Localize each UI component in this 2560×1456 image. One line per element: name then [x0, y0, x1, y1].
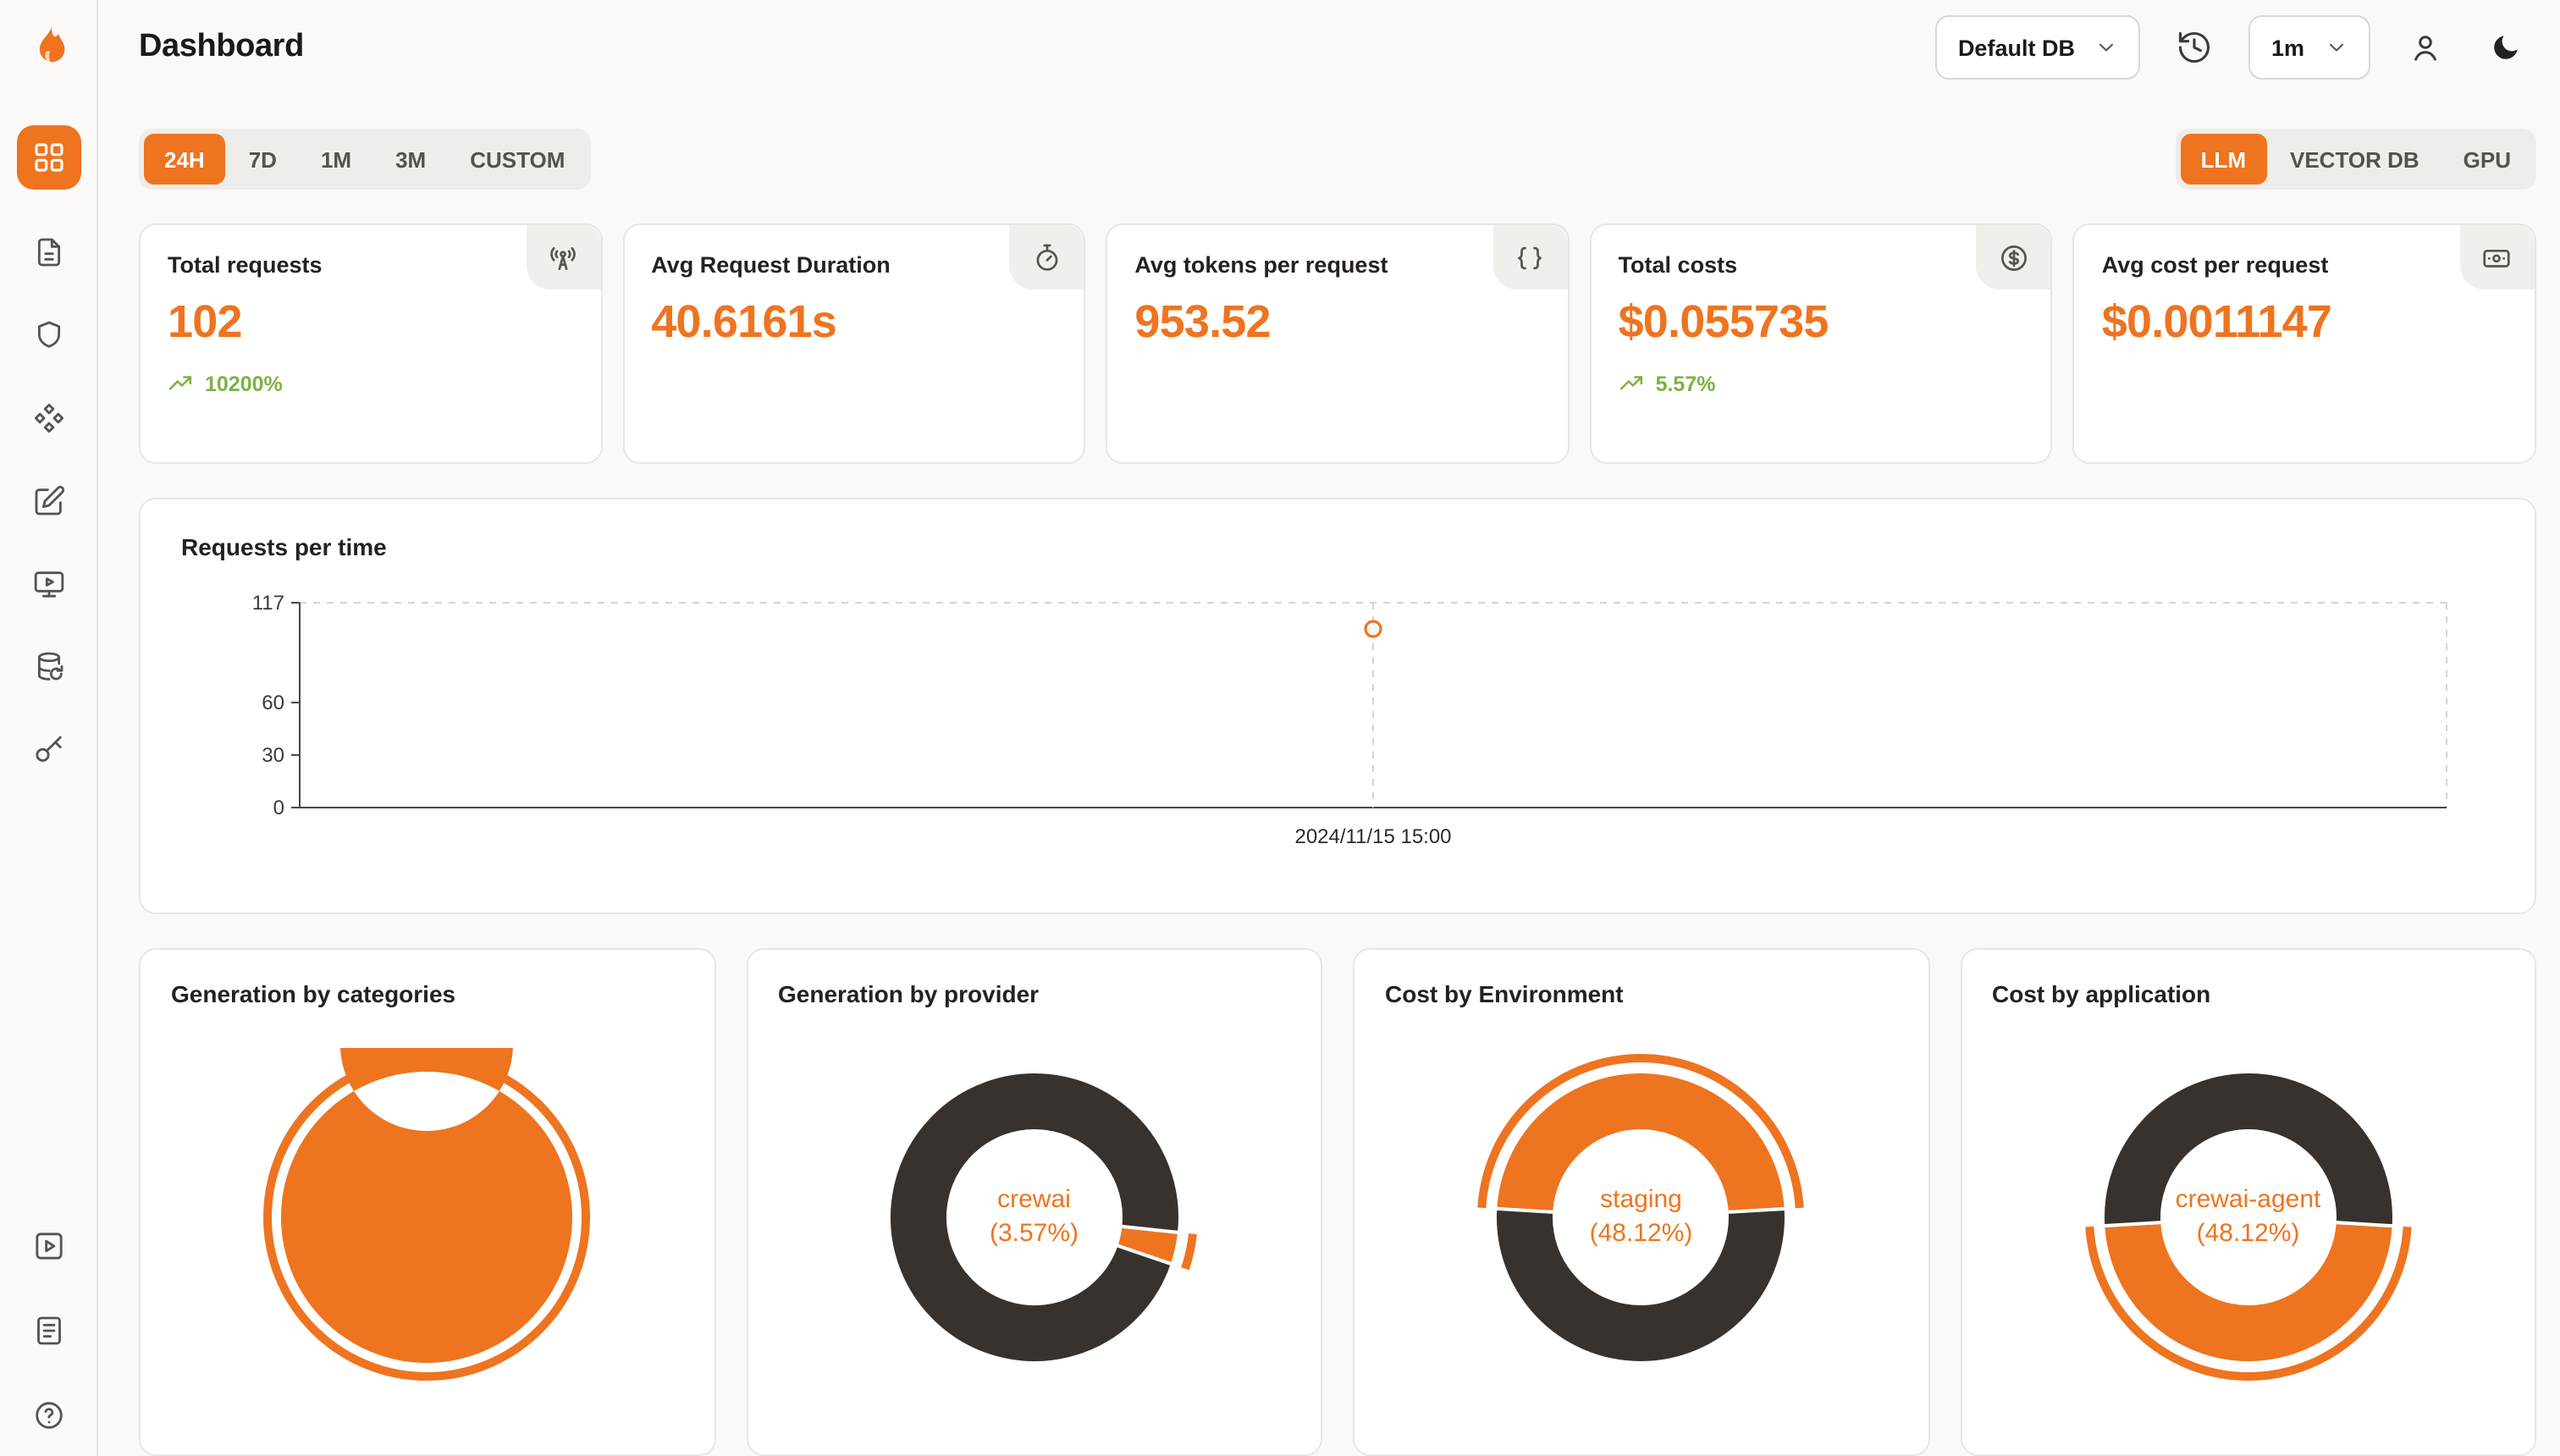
edit-square-icon [34, 485, 64, 516]
help-icon [35, 1402, 62, 1429]
chart-title: Requests per time [181, 533, 387, 560]
chevron-down-icon [2099, 43, 2114, 52]
trending-up-icon [1619, 376, 1642, 390]
stat-label: Total requests [168, 252, 323, 278]
dashboard-grid-icon [34, 143, 63, 172]
donut-card-cost-by-environment: Cost by Environment staging (48.12%) [1353, 948, 1929, 1456]
stat-cards-row: Total requests 102 10200% [139, 223, 2536, 464]
tab-3m[interactable]: 3M [375, 134, 446, 185]
sidebar-item-integrations[interactable] [28, 398, 69, 438]
stat-card-total-requests: Total requests 102 10200% [139, 223, 603, 464]
scope-tabs: LLM VECTOR DB GPU [2175, 129, 2536, 190]
moon-icon [2494, 36, 2518, 59]
page-title: Dashboard [139, 29, 304, 64]
flame-logo-icon [38, 24, 64, 63]
history-icon [2179, 31, 2210, 63]
stat-value: 953.52 [1134, 296, 1271, 347]
refresh-history-button[interactable] [2168, 20, 2222, 74]
sidebar-nav-top [16, 125, 80, 770]
database-icon [36, 652, 63, 681]
sidebar-item-playground[interactable] [28, 564, 69, 604]
stat-value: 102 [168, 296, 243, 347]
svg-text:2024/11/15 15:00: 2024/11/15 15:00 [1294, 825, 1451, 848]
chart-title: Generation by categories [171, 980, 456, 1007]
sidebar-item-requests[interactable] [28, 232, 69, 273]
svg-text:60: 60 [262, 692, 284, 714]
top-bar: Dashboard Default DB 1m [98, 0, 2560, 95]
play-square-icon [35, 1233, 62, 1260]
donut-card-cost-by-application: Cost by application crewai-agent (48.12%… [1960, 948, 2536, 1456]
donut-card-generation-by-provider: Generation by provider crewai (3.57%) [746, 948, 1322, 1456]
provider-donut-chart[interactable] [865, 1048, 1204, 1387]
sidebar-item-databases[interactable] [28, 647, 69, 687]
donut-card-generation-by-categories: Generation by categories chat (100.00%) [139, 948, 715, 1456]
stat-value: $0.055735 [1618, 296, 1829, 347]
banknote-icon [2484, 248, 2511, 267]
stat-label: Total costs [1618, 252, 1738, 278]
theme-toggle-button[interactable] [2479, 20, 2533, 74]
svg-text:30: 30 [262, 744, 284, 767]
application-donut-chart[interactable] [2079, 1048, 2418, 1387]
stat-label: Avg tokens per request [1134, 252, 1388, 278]
interval-select[interactable]: 1m [2248, 15, 2370, 80]
dashboard-content: 24H 7D 1M 3M CUSTOM LLM VECTOR DB GPU [98, 95, 2560, 1456]
tab-gpu[interactable]: GPU [2443, 134, 2531, 185]
tab-vector-db[interactable]: VECTOR DB [2270, 134, 2440, 185]
file-text-icon [36, 238, 60, 267]
stat-label: Avg Request Duration [651, 252, 891, 278]
chart-title: Generation by provider [778, 980, 1040, 1007]
stat-card-avg-tokens-per-request: Avg tokens per request 953.52 [1106, 223, 1570, 464]
shield-icon [36, 321, 60, 348]
database-select-value: Default DB [1957, 35, 2075, 60]
time-range-tabs: 24H 7D 1M 3M CUSTOM [139, 129, 591, 190]
stat-label: Avg cost per request [2101, 252, 2329, 278]
sidebar-item-prompts[interactable] [28, 481, 69, 521]
environment-donut-chart[interactable] [1472, 1048, 1811, 1387]
stat-card-total-costs: Total costs $0.055735 5.57% [1589, 223, 2053, 464]
tab-24h[interactable]: 24H [144, 134, 225, 185]
stat-delta: 10200% [168, 371, 573, 396]
requests-line-chart[interactable]: 0 30 60 117 2024/11/15 15:00 [181, 571, 2497, 855]
chart-title: Cost by Environment [1385, 980, 1624, 1007]
sidebar-item-video[interactable] [28, 1226, 69, 1266]
chevron-down-icon [2330, 43, 2343, 52]
key-icon [35, 736, 61, 762]
sidebar-nav-bottom [28, 1226, 69, 1456]
braces-icon [1518, 245, 1542, 269]
trending-up-icon [168, 376, 192, 390]
chart-title: Cost by application [1992, 980, 2211, 1007]
monitor-play-icon [33, 571, 63, 598]
radio-tower-icon [550, 245, 577, 270]
tab-llm[interactable]: LLM [2180, 134, 2266, 185]
circle-dollar-icon [2000, 245, 2027, 270]
sidebar [0, 0, 98, 1456]
docs-icon [36, 1316, 60, 1345]
database-select[interactable]: Default DB [1935, 15, 2141, 80]
user-icon [2414, 35, 2436, 60]
stat-value: $0.0011147 [2101, 296, 2332, 347]
categories-donut-chart[interactable] [258, 1048, 597, 1387]
flame-logo[interactable] [0, 0, 97, 95]
stat-card-avg-request-duration: Avg Request Duration 40.6161s [622, 223, 1086, 464]
sidebar-item-exceptions[interactable] [28, 315, 69, 356]
stat-value: 40.6161s [651, 296, 837, 347]
interval-select-value: 1m [2270, 35, 2304, 60]
svg-text:0: 0 [273, 797, 284, 819]
timer-icon [1035, 243, 1057, 270]
stat-card-avg-cost-per-request: Avg cost per request $0.0011147 [2072, 223, 2536, 464]
user-menu-button[interactable] [2397, 20, 2452, 74]
sidebar-item-help[interactable] [28, 1395, 69, 1436]
stat-delta: 5.57% [1619, 371, 2024, 396]
diamonds-icon [33, 403, 63, 433]
sidebar-item-dashboard[interactable] [16, 125, 80, 190]
donut-cards-row: Generation by categories chat (100.00%) … [139, 948, 2536, 1456]
sidebar-item-api-keys[interactable] [28, 730, 69, 770]
tab-7d[interactable]: 7D [229, 134, 297, 185]
tab-1m[interactable]: 1M [301, 134, 372, 185]
svg-text:117: 117 [252, 592, 284, 615]
sidebar-item-docs[interactable] [28, 1310, 69, 1351]
requests-per-time-panel: Requests per time 0 30 60 117 2024/11/15 15:… [139, 498, 2536, 914]
tab-custom[interactable]: CUSTOM [450, 134, 585, 185]
